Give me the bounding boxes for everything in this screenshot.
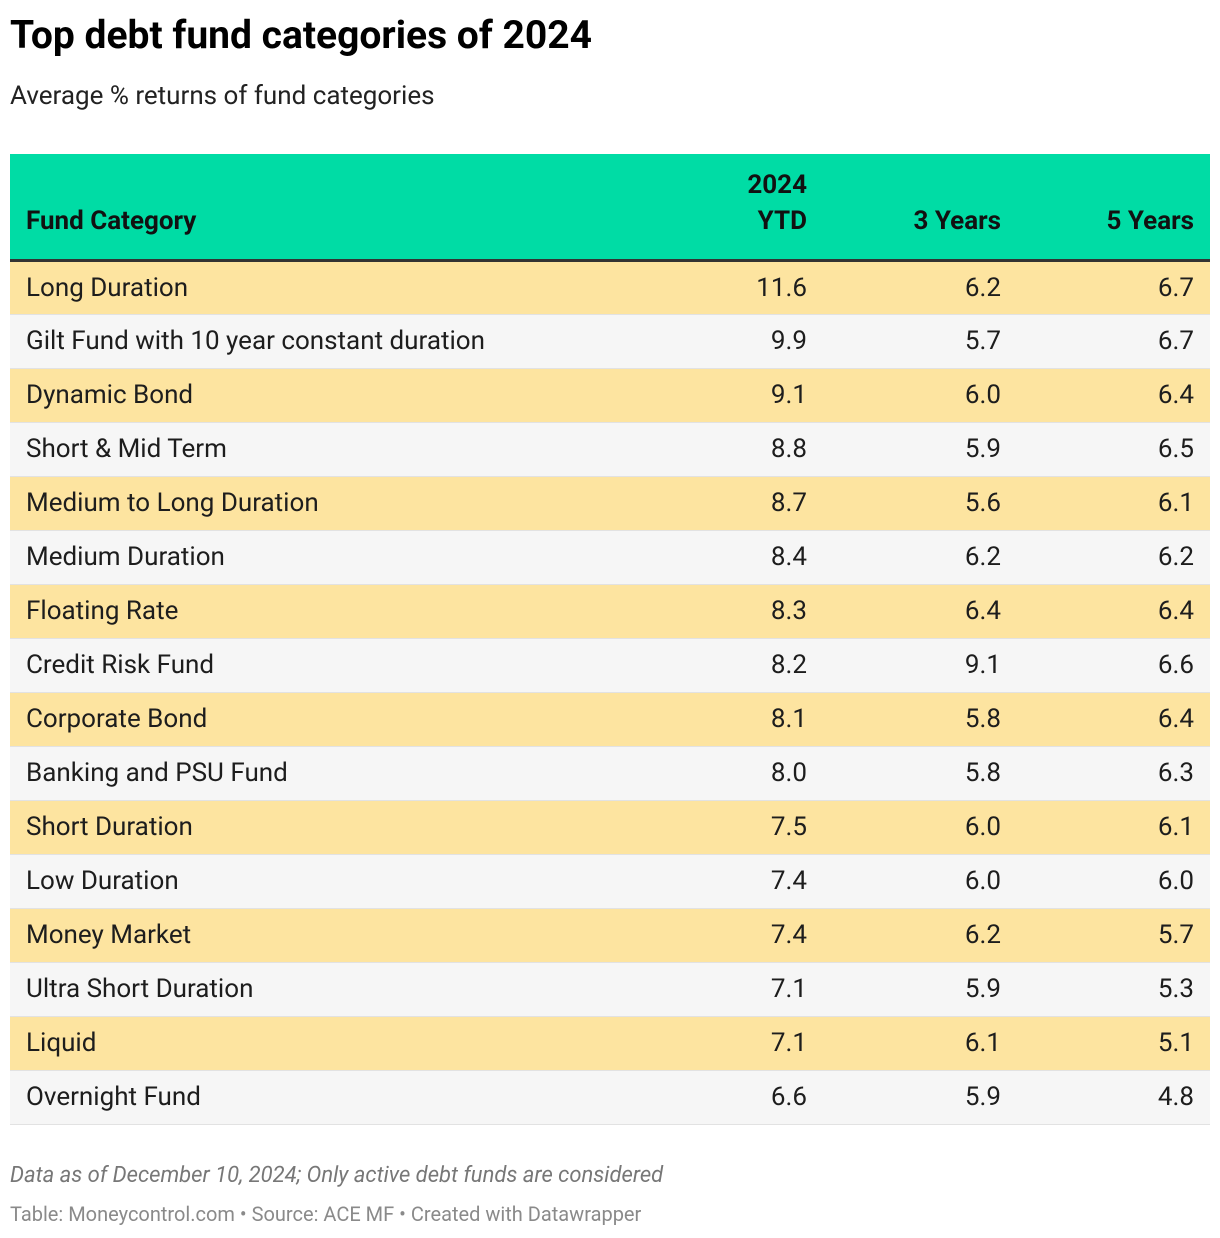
column-header: 3 Years [823,154,1017,260]
category-cell: Corporate Bond [26,704,208,734]
column-header-text: 2024 YTD [747,169,807,236]
table-row: Short Duration 7.5 6.0 6.1 [10,800,1210,854]
value-cell: 6.5 [1157,434,1194,464]
value-cell: 5.9 [964,1082,1001,1112]
category-cell: Short & Mid Term [26,434,227,464]
value-cell: 5.1 [1157,1028,1194,1058]
value-cell: 8.4 [770,542,807,572]
value-cell: 6.0 [964,380,1001,410]
column-header-text: 5 Years [1106,205,1194,236]
value-cell: 4.8 [1157,1082,1194,1112]
category-cell: Dynamic Bond [26,380,194,410]
category-cell: Money Market [26,920,192,950]
value-cell: 9.9 [770,326,807,356]
value-cell: 5.9 [964,974,1001,1004]
table-row: Overnight Fund 6.6 5.9 4.8 [10,1070,1210,1124]
value-cell: 7.1 [770,1028,807,1058]
value-cell: 8.3 [770,596,807,626]
table-row: Medium Duration 8.4 6.2 6.2 [10,530,1210,584]
table-row: Corporate Bond 8.1 5.8 6.4 [10,692,1210,746]
category-cell: Overnight Fund [26,1082,201,1112]
header-row: Fund Category 2024 YTD 3 Years 5 Years [10,154,1210,260]
table-header: Fund Category 2024 YTD 3 Years 5 Years [10,154,1210,260]
value-cell: 11.6 [756,272,807,303]
value-cell: 6.4 [964,596,1001,626]
value-cell: 6.4 [1157,704,1194,734]
column-header: 5 Years [1017,154,1210,260]
table-row: Credit Risk Fund 8.2 9.1 6.6 [10,638,1210,692]
category-cell: Short Duration [26,812,193,842]
value-cell: 6.6 [1157,650,1194,680]
table-row: Ultra Short Duration 7.1 5.9 5.3 [10,962,1210,1016]
value-cell: 6.2 [964,542,1001,572]
category-cell: Credit Risk Fund [26,650,215,680]
value-cell: 9.1 [964,650,1001,680]
table-row: Gilt Fund with 10 year constant duration… [10,314,1210,368]
value-cell: 5.9 [964,434,1001,464]
value-cell: 5.7 [1157,920,1194,950]
value-cell: 5.8 [964,704,1001,734]
table-row: Liquid 7.1 6.1 5.1 [10,1016,1210,1070]
value-cell: 8.8 [770,434,807,464]
value-cell: 7.1 [770,974,807,1004]
category-cell: Ultra Short Duration [26,974,254,1004]
value-cell: 6.7 [1157,326,1194,356]
category-cell: Low Duration [26,866,179,896]
value-cell: 6.2 [964,920,1001,950]
value-cell: 9.1 [770,380,807,410]
value-cell: 5.6 [964,488,1001,518]
table-row: Banking and PSU Fund 8.0 5.8 6.3 [10,746,1210,800]
category-cell: Medium to Long Duration [26,488,319,518]
value-cell: 5.7 [964,326,1001,356]
column-header: Fund Category [10,154,610,260]
value-cell: 7.4 [770,920,807,950]
value-cell: 6.2 [1157,542,1194,572]
value-cell: 7.4 [770,866,807,896]
category-cell: Liquid [26,1028,97,1058]
value-cell: 8.0 [770,758,807,788]
value-cell: 5.8 [964,758,1001,788]
value-cell: 6.1 [1157,812,1194,842]
column-header-text: 3 Years [913,205,1001,236]
category-cell: Floating Rate [26,596,179,626]
data-table: Fund Category 2024 YTD 3 Years 5 Years Long… [10,154,1210,1125]
table-row: Floating Rate 8.3 6.4 6.4 [10,584,1210,638]
table-row: Medium to Long Duration 8.7 5.6 6.1 [10,476,1210,530]
value-cell: 6.3 [1157,758,1194,788]
title: Top debt fund categories of 2024 [10,12,592,58]
table-body: Long Duration 11.6 6.2 6.7 Gilt Fund with 10… [10,260,1210,1124]
value-cell: 6.4 [1157,380,1194,410]
value-cell: 6.0 [964,866,1001,896]
value-cell: 8.1 [770,704,807,734]
value-cell: 6.0 [964,812,1001,842]
value-cell: 7.5 [770,812,807,842]
value-cell: 6.1 [964,1028,1001,1058]
value-cell: 6.2 [964,272,1001,303]
value-cell: 6.1 [1157,488,1194,518]
column-header-text: Fund Category [26,205,197,236]
value-cell: 8.7 [770,488,807,518]
category-cell: Long Duration [26,272,189,303]
column-header: 2024 YTD [610,154,823,260]
table-row: Short & Mid Term 8.8 5.9 6.5 [10,422,1210,476]
value-cell: 6.6 [770,1082,807,1112]
source-line: Table: Moneycontrol.com • Source: ACE MF… [10,1202,642,1226]
value-cell: 6.0 [1157,866,1194,896]
value-cell: 6.7 [1157,272,1194,303]
table-row: Low Duration 7.4 6.0 6.0 [10,854,1210,908]
value-cell: 8.2 [770,650,807,680]
value-cell: 6.4 [1157,596,1194,626]
table-row: Money Market 7.4 6.2 5.7 [10,908,1210,962]
subtitle: Average % returns of fund categories [10,81,435,111]
category-cell: Gilt Fund with 10 year constant duration [26,326,485,356]
category-cell: Medium Duration [26,542,225,572]
value-cell: 5.3 [1157,974,1194,1004]
category-cell: Banking and PSU Fund [26,758,288,788]
table-row: Long Duration 11.6 6.2 6.7 [10,260,1210,314]
footnote: Data as of December 10, 2024; Only activ… [10,1163,664,1188]
table-row: Dynamic Bond 9.1 6.0 6.4 [10,368,1210,422]
